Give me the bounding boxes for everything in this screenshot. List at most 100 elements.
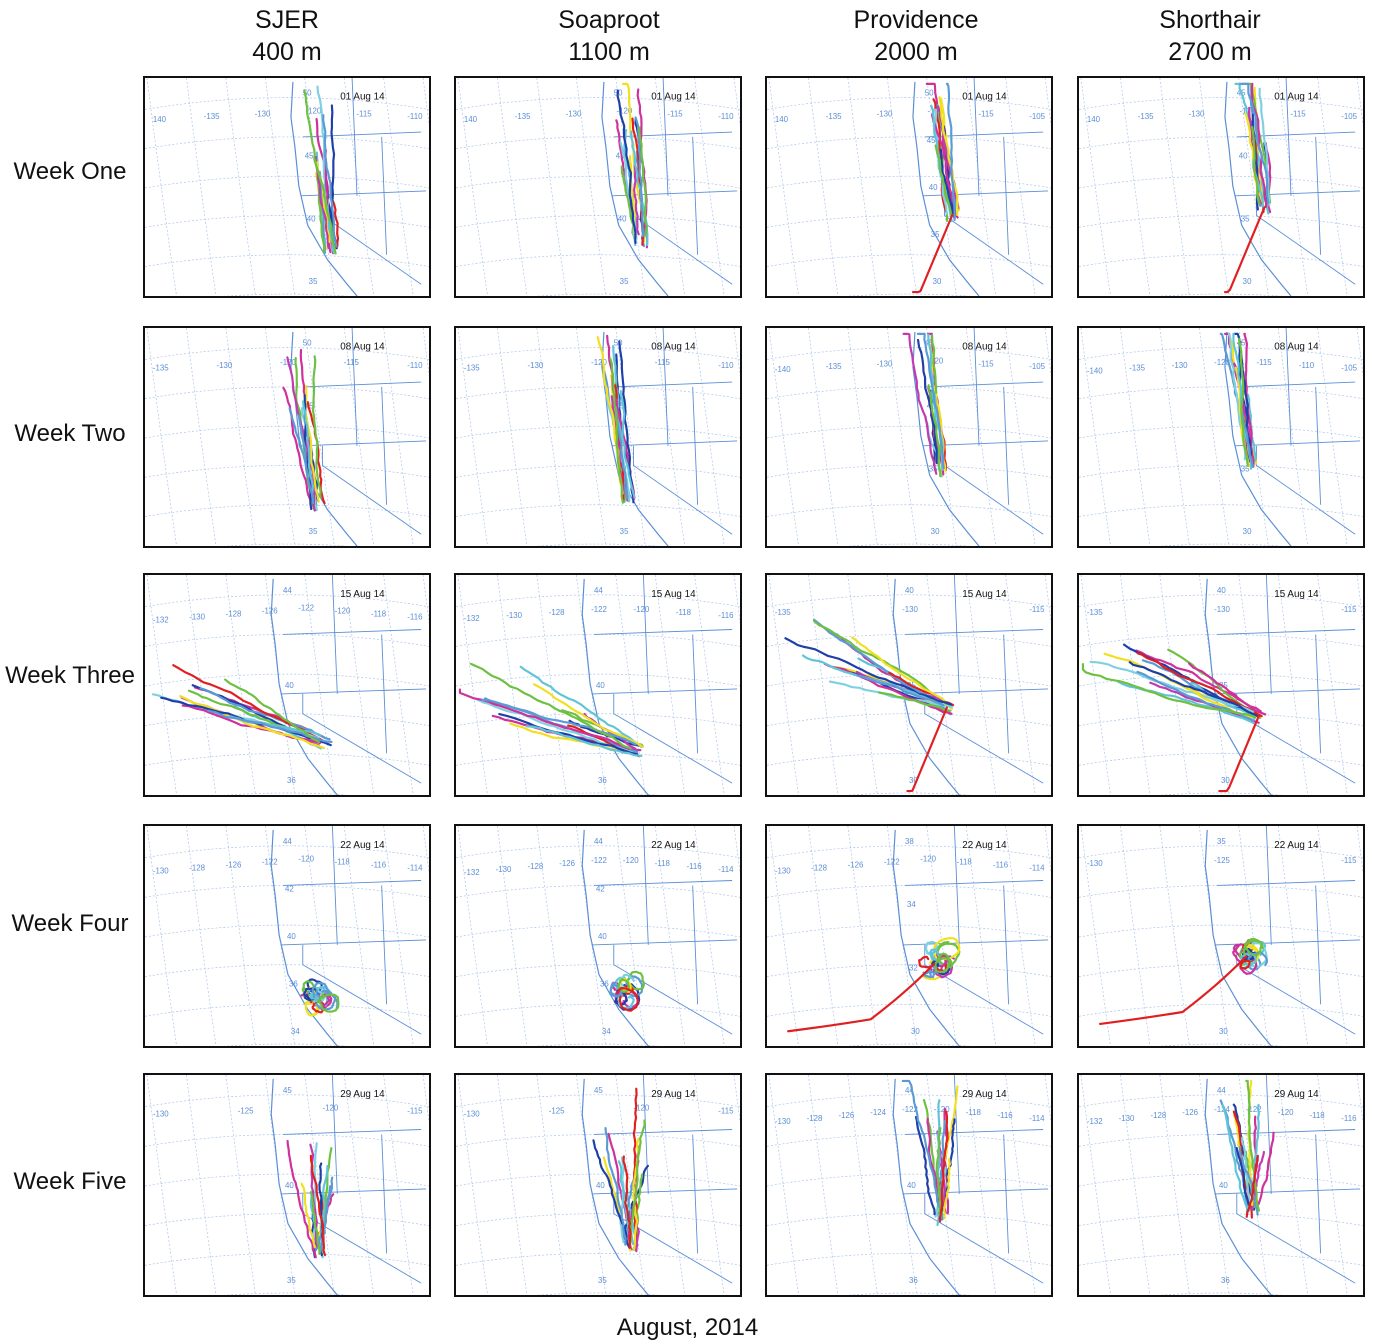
state-border xyxy=(331,1075,338,1194)
trajectory-map-panel: -140 -135 -130 -120 -115 -110 -105 45 40 35 30 08 A… xyxy=(1077,326,1365,548)
site-name: Shorthair xyxy=(1159,6,1261,34)
latitude-tick-label: 35 xyxy=(309,277,318,286)
longitude-tick-label: -130 xyxy=(877,359,893,368)
parallel-line xyxy=(1079,885,1363,898)
trajectory-line xyxy=(1235,1146,1250,1206)
map-canvas: -130 -128 -126 -122 -120 -118 -116 -114 38 34 32 30… xyxy=(767,826,1051,1046)
parallel-line xyxy=(535,1292,661,1295)
state-border xyxy=(1315,1134,1322,1254)
meridian-line xyxy=(457,328,488,546)
meridian-line xyxy=(1005,1075,1036,1295)
parallel-line xyxy=(767,347,1051,360)
latitude-tick-label: 36 xyxy=(287,776,296,785)
back-trajectories xyxy=(911,82,961,294)
parallel-line xyxy=(456,1213,740,1226)
parallel-line xyxy=(145,1173,429,1187)
parallel-line xyxy=(456,753,740,766)
meridian-line xyxy=(694,826,725,1046)
state-border xyxy=(1265,826,1272,945)
trajectory-line xyxy=(309,993,320,1002)
parallel-line xyxy=(145,465,429,478)
parallel-line xyxy=(846,1043,972,1046)
meridian-line xyxy=(965,78,997,296)
trajectory-line xyxy=(828,680,954,708)
meridian-line xyxy=(225,575,256,795)
meridian-line xyxy=(1120,1075,1151,1295)
state-border xyxy=(613,944,733,1035)
meridian-line xyxy=(1277,1075,1309,1295)
meridian-line xyxy=(343,826,375,1046)
state-border xyxy=(692,136,699,255)
trajectory-line xyxy=(316,993,340,1013)
back-trajectories xyxy=(784,618,955,793)
meridian-line xyxy=(926,575,957,795)
longitude-tick-label: -130 xyxy=(216,361,232,370)
latitude-tick-label: 44 xyxy=(1217,1086,1226,1095)
state-border xyxy=(1003,386,1010,505)
parallel-line xyxy=(767,254,1051,267)
trajectory-line xyxy=(901,1079,944,1221)
state-border xyxy=(381,1134,388,1254)
trajectory-map-panel: -135 -130 -115 40 35 30 15 Aug 14 xyxy=(765,573,1053,797)
trajectory-line xyxy=(911,213,954,294)
coastline xyxy=(912,331,980,546)
longitude-tick-label: -140 xyxy=(1087,367,1103,376)
trajectory-line xyxy=(938,96,959,217)
longitude-tick-label: -135 xyxy=(515,112,531,121)
back-trajectories xyxy=(592,1087,649,1253)
latitude-tick-label: 44 xyxy=(594,837,603,846)
trajectory-line xyxy=(609,357,625,504)
longitude-tick-label: -116 xyxy=(718,611,734,620)
longitude-tick-label: -130 xyxy=(255,109,271,118)
parallel-line xyxy=(145,97,429,110)
meridian-line xyxy=(536,575,567,795)
longitude-tick-label: -116 xyxy=(687,862,703,871)
parallel-line xyxy=(456,1004,740,1017)
longitude-tick-label: -124 xyxy=(1214,1105,1230,1114)
parallel-line xyxy=(767,924,1051,938)
parallel-line xyxy=(1079,425,1363,439)
parallel-line xyxy=(1079,175,1363,189)
longitude-tick-label: -105 xyxy=(1029,112,1045,121)
longitude-tick-label: -120 xyxy=(1214,358,1230,367)
latitude-tick-label: 40 xyxy=(307,214,316,223)
trajectory-line xyxy=(1245,1079,1261,1212)
longitude-tick-label: -125 xyxy=(238,1107,254,1116)
panel-date-label: 01 Aug 14 xyxy=(962,92,1007,103)
parallel-line xyxy=(145,594,429,608)
state-border xyxy=(1315,634,1322,754)
trajectory-line xyxy=(309,1191,321,1255)
state-border xyxy=(1256,445,1356,535)
longitude-tick-label: -120 xyxy=(617,106,633,115)
map-graticule xyxy=(767,1075,1051,1295)
latitude-tick-label: 32 xyxy=(909,964,918,973)
parallel-line xyxy=(767,885,1051,898)
longitude-tick-label: -135 xyxy=(1087,608,1103,617)
meridian-line xyxy=(1238,78,1269,296)
trajectory-line xyxy=(1238,1145,1259,1216)
longitude-tick-label: -116 xyxy=(998,1111,1014,1120)
panel-date-label: 29 Aug 14 xyxy=(1274,1089,1319,1100)
meridian-line xyxy=(847,826,878,1046)
trajectory-line xyxy=(297,414,315,505)
longitude-tick-label: -130 xyxy=(464,1110,480,1119)
meridian-line xyxy=(1005,826,1036,1046)
parallel-line xyxy=(846,792,972,795)
state-border xyxy=(924,944,1044,1035)
state-border xyxy=(1003,634,1010,754)
parallel-line xyxy=(767,964,1051,977)
state-border xyxy=(302,131,422,138)
meridian-line xyxy=(615,575,646,795)
trajectory-line xyxy=(224,678,321,744)
trajectory-line xyxy=(322,114,338,248)
longitude-tick-label: -135 xyxy=(464,364,480,373)
trajectory-line xyxy=(626,970,645,991)
meridian-line xyxy=(146,78,177,296)
longitude-tick-label: -130 xyxy=(1087,859,1103,868)
parallel-line xyxy=(145,215,429,228)
trajectory-line xyxy=(939,148,956,220)
parallel-line xyxy=(1079,594,1363,608)
meridian-line xyxy=(186,575,217,795)
